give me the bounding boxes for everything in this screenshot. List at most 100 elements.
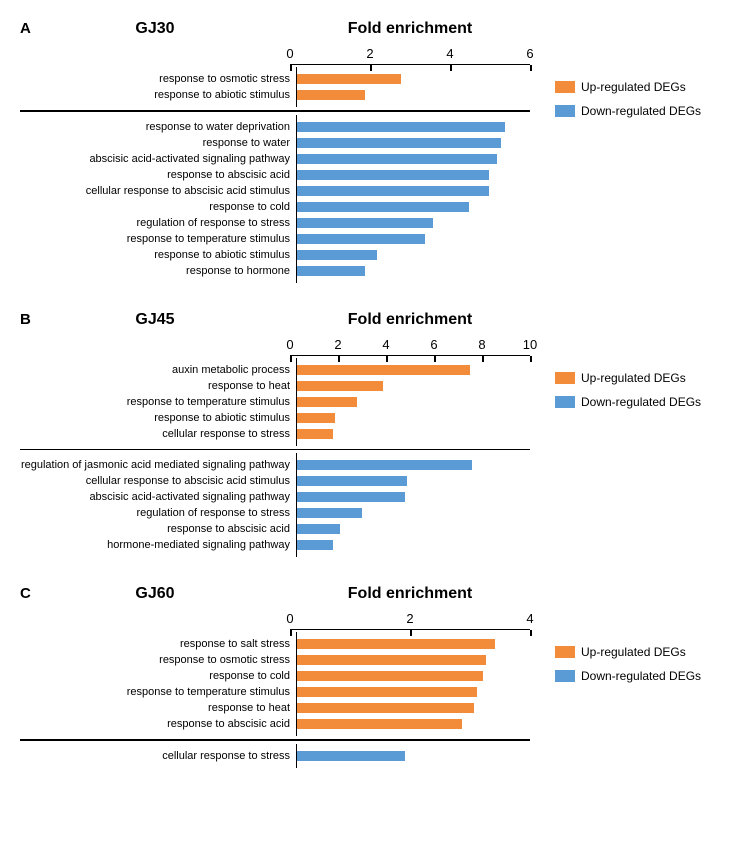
bar-row: response to cold [20,668,537,684]
axis-tick-label: 4 [526,611,533,626]
bar-track [296,652,537,668]
bar-track [296,263,537,279]
bars-zone: response to osmotic stress response to ab… [20,67,537,283]
bar-label: response to abscisic acid [20,523,296,535]
axis-tick-mark [290,630,292,636]
bar-label: response to heat [20,702,296,714]
legend: Up-regulated DEGs Down-regulated DEGs [555,371,701,419]
legend-swatch-down [555,396,575,408]
bar-fill [297,381,383,391]
bar-fill [297,429,333,439]
bar-fill [297,170,489,180]
bar-row: response to water [20,135,537,151]
titles-row: GJ30Fold enrichment [20,20,537,38]
chart-column: GJ60Fold enrichment024response to salt s… [20,585,537,768]
legend-label-up: Up-regulated DEGs [581,80,686,94]
legend-swatch-up [555,372,575,384]
bar-label: response to osmotic stress [20,654,296,666]
bar-label: response to osmotic stress [20,73,296,85]
bar-row: response to temperature stimulus [20,231,537,247]
bar-label: response to hormone [20,265,296,277]
bar-row: cellular response to abscisic acid stimu… [20,183,537,199]
legend-swatch-down [555,670,575,682]
legend-label-up: Up-regulated DEGs [581,645,686,659]
bar-fill [297,460,472,470]
bar-fill [297,74,401,84]
pad [20,103,537,107]
axis-spacer [20,333,290,356]
bar-row: cellular response to stress [20,426,537,442]
legend-item-down: Down-regulated DEGs [555,104,701,118]
bar-track [296,231,537,247]
bar-track [296,410,537,426]
bar-fill [297,218,433,228]
bar-track [296,362,537,378]
legend-label-down: Down-regulated DEGs [581,104,701,118]
bar-row: response to abiotic stimulus [20,410,537,426]
bar-label: response to abiotic stimulus [20,412,296,424]
bar-label: regulation of response to stress [20,507,296,519]
axis-spacer [20,607,290,630]
bar-label: auxin metabolic process [20,364,296,376]
bar-fill [297,492,405,502]
axis-tick-label: 4 [382,337,389,352]
axis-tick-label: 2 [334,337,341,352]
bar-fill [297,365,470,375]
legend-swatch-up [555,81,575,93]
bar-label: cellular response to stress [20,750,296,762]
bar-label: response to abscisic acid [20,718,296,730]
bar-track [296,716,537,732]
bar-fill [297,202,469,212]
bar-track [296,167,537,183]
group-divider [20,449,530,451]
bar-row: response to cold [20,199,537,215]
bar-row: response to salt stress [20,636,537,652]
bar-fill [297,719,462,729]
panel-letter: A [20,20,31,37]
legend-item-down: Down-regulated DEGs [555,395,701,409]
bar-row: regulation of response to stress [20,505,537,521]
axis-tick-label: 6 [526,46,533,61]
panel-c: CGJ60Fold enrichment024response to salt … [20,585,722,768]
bar-track [296,505,537,521]
panel-letter: C [20,585,31,602]
bar-fill [297,122,505,132]
legend-item-up: Up-regulated DEGs [555,80,701,94]
bar-row: response to osmotic stress [20,71,537,87]
bar-row: response to hormone [20,263,537,279]
axis-ticks: 0246 [290,42,530,65]
chart-title: GJ60 [20,585,290,603]
bar-fill [297,671,483,681]
bar-track [296,394,537,410]
panel-body: GJ45Fold enrichment0246810auxin metaboli… [20,311,722,558]
bar-fill [297,154,497,164]
bar-fill [297,234,425,244]
bar-fill [297,751,405,761]
bar-label: response to cold [20,201,296,213]
legend-swatch-down [555,105,575,117]
bar-label: response to heat [20,380,296,392]
bar-row: regulation of response to stress [20,215,537,231]
bar-fill [297,540,333,550]
bar-row: abscisic acid-activated signaling pathwa… [20,151,537,167]
bar-row: cellular response to stress [20,748,537,764]
bar-fill [297,397,357,407]
bar-label: abscisic acid-activated signaling pathwa… [20,491,296,503]
pad [20,553,537,557]
axis-tick-label: 10 [523,337,537,352]
bar-label: response to abiotic stimulus [20,249,296,261]
group-divider [20,739,530,741]
chart-title: GJ45 [20,311,290,329]
bar-label: cellular response to abscisic acid stimu… [20,475,296,487]
bar-label: response to water deprivation [20,121,296,133]
legend-item-up: Up-regulated DEGs [555,371,701,385]
bar-track [296,151,537,167]
bar-track [296,700,537,716]
bar-fill [297,476,407,486]
bar-track [296,473,537,489]
bar-fill [297,186,489,196]
legend-label-up: Up-regulated DEGs [581,371,686,385]
axis-title: Fold enrichment [290,20,530,38]
legend-item-down: Down-regulated DEGs [555,669,701,683]
axis-tick-label: 8 [478,337,485,352]
